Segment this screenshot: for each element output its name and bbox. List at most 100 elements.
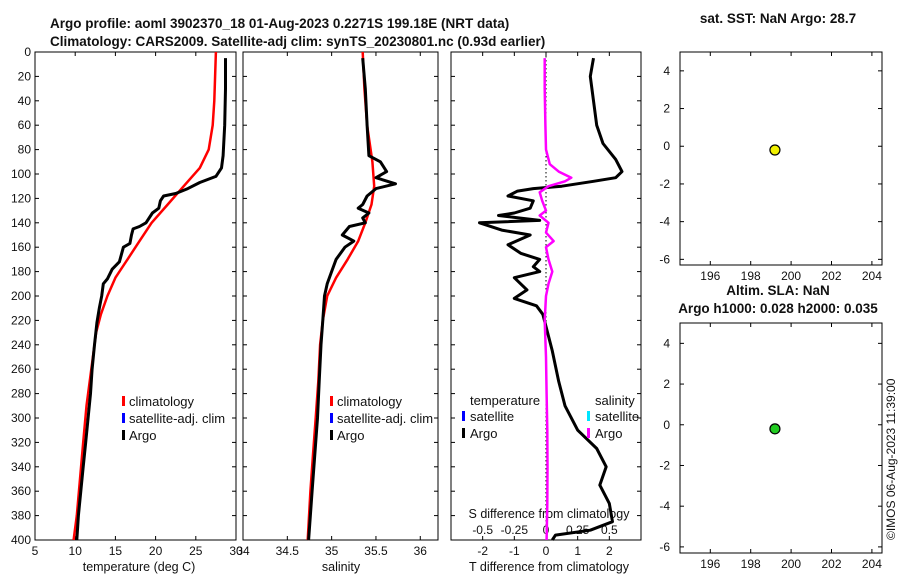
- y-tick-label: 2: [663, 102, 670, 116]
- y-tick-label: 300: [11, 411, 31, 425]
- y-tick-label: 380: [11, 509, 31, 523]
- y-tick-label: -4: [659, 499, 670, 513]
- y-tick-label: 180: [11, 265, 31, 279]
- y-tick-label: 280: [11, 387, 31, 401]
- y-tick-label: -2: [659, 458, 670, 472]
- x-tick-label: 30: [229, 544, 243, 558]
- argo-line: [307, 57, 397, 541]
- title-line2: Climatology: CARS2009. Satellite-adj cli…: [50, 34, 545, 49]
- y-tick-label: 4: [663, 336, 670, 350]
- sla-panel: Altim. SLA: NaN Argo h1000: 0.028 h2000:…: [659, 283, 883, 571]
- y-tick-label: 120: [11, 191, 31, 205]
- legend-sal-argo-label: Argo: [595, 426, 622, 441]
- legend-salinity-heading: salinity: [595, 393, 635, 408]
- y-tick-label: 400: [11, 533, 31, 547]
- x-tick-label: 35.5: [364, 544, 388, 558]
- x-tick-label: 198: [741, 269, 761, 283]
- x-tick-label: 20: [149, 544, 163, 558]
- y-tick-label: 240: [11, 338, 31, 352]
- y-tick-label: 20: [18, 69, 32, 83]
- y-tick-label: 340: [11, 460, 31, 474]
- x-tick-label: 10: [69, 544, 83, 558]
- legend-label: climatology: [337, 394, 403, 409]
- y-tick-label: -4: [659, 215, 670, 229]
- x-tick-label: 35: [325, 544, 339, 558]
- legend-label: climatology: [129, 394, 195, 409]
- y-tick-label: 2: [663, 377, 670, 391]
- legend-swatch: [330, 430, 333, 440]
- x-tick-label: 204: [862, 269, 882, 283]
- y-tick-label: 100: [11, 167, 31, 181]
- legend-temp-argo-swatch: [462, 428, 465, 438]
- legend-label: Argo: [129, 428, 156, 443]
- x-tick-label: -2: [477, 544, 488, 558]
- x-tick-label: 34.5: [276, 544, 300, 558]
- x-tick-label: 34: [236, 544, 250, 558]
- panel-frame: [242, 51, 439, 541]
- s-tick-label: 0.5: [601, 523, 618, 537]
- x-tick-label: 200: [781, 557, 801, 571]
- temperature-panel: temperature (deg C) 0 20 40 60 80 100 120 140 16…: [11, 45, 243, 574]
- legend-swatch: [122, 396, 125, 406]
- y-tick-label: 0: [663, 139, 670, 153]
- x-tick-label: 36: [414, 544, 428, 558]
- legend-label: Argo: [337, 428, 364, 443]
- salinity-xlabel: salinity: [322, 560, 361, 574]
- title-line1: Argo profile: aoml 3902370_18 01-Aug-202…: [50, 16, 509, 31]
- x-tick-label: 5: [32, 544, 39, 558]
- x-tick-label: -1: [509, 544, 520, 558]
- temperature-xlabel: temperature (deg C): [83, 560, 196, 574]
- y-tick-label: 0: [24, 45, 31, 59]
- climatology-line: [72, 51, 218, 541]
- x-tick-label: 196: [700, 557, 720, 571]
- y-tick-label: 200: [11, 289, 31, 303]
- x-tick-label: 1: [574, 544, 581, 558]
- argo-line: [75, 58, 227, 541]
- legend-temp-satellite-label: satellite: [470, 409, 514, 424]
- salinity-panel: salinity 34 34.5 35 35.5 36 climatology satell…: [236, 51, 439, 574]
- y-tick-label: 40: [18, 94, 32, 108]
- x-tick-label: 196: [700, 269, 720, 283]
- legend-temperature-heading: temperature: [470, 393, 540, 408]
- data-point: [769, 423, 781, 435]
- x-tick-label: 2: [606, 544, 613, 558]
- x-tick-label: 200: [781, 269, 801, 283]
- legend-swatch: [330, 396, 333, 406]
- x-tick-label: 202: [821, 269, 841, 283]
- x-tick-label: 202: [821, 557, 841, 571]
- imos-timestamp: ©IMOS 06-Aug-2023 11:39:00: [884, 378, 898, 540]
- sst-panel: sat. SST: NaN Argo: 28.7 4 2 0 -2 -4 -6 196 198…: [659, 11, 883, 283]
- legend-label: satellite-adj. clim: [129, 411, 225, 426]
- t-difference-line: [478, 57, 624, 541]
- data-point: [769, 144, 781, 156]
- sst-title: sat. SST: NaN Argo: 28.7: [700, 11, 856, 26]
- x-tick-label: 204: [862, 557, 882, 571]
- y-tick-label: 160: [11, 240, 31, 254]
- panel-frame: [34, 51, 237, 541]
- legend-label: satellite-adj. clim: [337, 411, 433, 426]
- legend-sal-argo-swatch: [587, 428, 590, 438]
- difference-panel: T difference from climatology S differen…: [450, 51, 642, 574]
- y-tick-label: 80: [18, 143, 32, 157]
- s-difference-line: [538, 58, 573, 541]
- legend-temp-argo-label: Argo: [470, 426, 497, 441]
- s-difference-label: S difference from climatology: [469, 507, 631, 521]
- y-tick-label: 260: [11, 362, 31, 376]
- y-tick-label: 60: [18, 118, 32, 132]
- legend-swatch: [330, 413, 333, 423]
- x-tick-label: 15: [109, 544, 123, 558]
- legend-sal-satellite-swatch: [587, 411, 590, 421]
- legend-temp-satellite-swatch: [462, 411, 465, 421]
- climatology-line: [306, 51, 376, 541]
- y-tick-label: 140: [11, 216, 31, 230]
- legend-swatch: [122, 413, 125, 423]
- s-tick-label: -0.25: [501, 523, 529, 537]
- difference-xlabel: T difference from climatology: [469, 560, 630, 574]
- x-tick-label: 198: [741, 557, 761, 571]
- legend-sal-satellite-label: satellite: [595, 409, 639, 424]
- y-tick-label: -6: [659, 252, 670, 266]
- panel-frame: [679, 51, 883, 266]
- y-tick-label: -2: [659, 177, 670, 191]
- y-tick-label: 320: [11, 435, 31, 449]
